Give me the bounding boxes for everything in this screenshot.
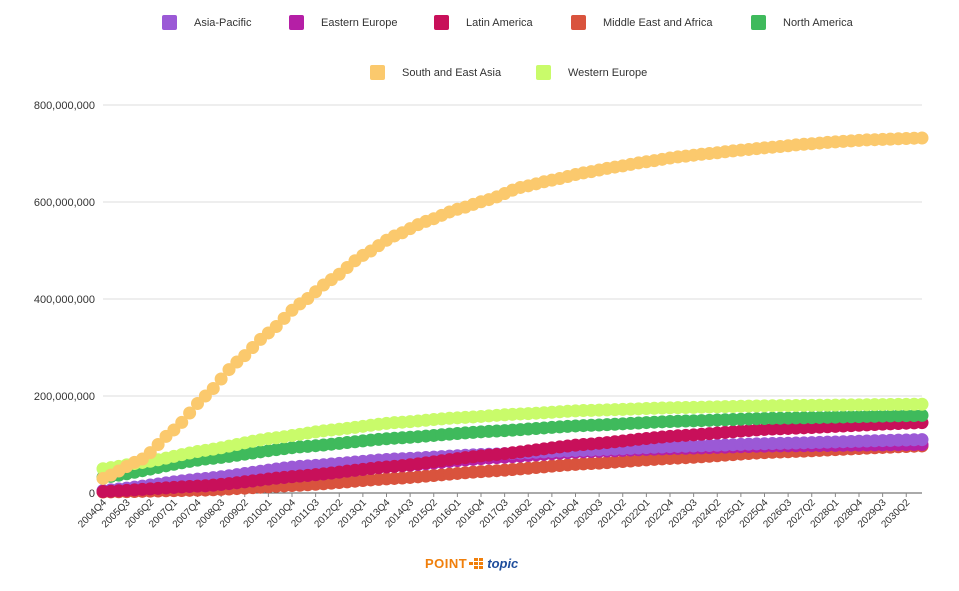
legend: Asia-Pacific Eastern Europe Latin America M… bbox=[162, 15, 854, 80]
logo-point-text: POINT bbox=[425, 556, 468, 571]
legend-swatch bbox=[370, 65, 385, 80]
data-point bbox=[269, 319, 283, 333]
data-point bbox=[915, 433, 929, 447]
legend-label: Latin America bbox=[466, 17, 534, 29]
data-point bbox=[277, 311, 291, 325]
legend-item: Asia-Pacific bbox=[162, 15, 252, 30]
legend-item: Latin America bbox=[434, 15, 534, 30]
y-tick-label: 800,000,000 bbox=[34, 100, 95, 112]
legend-label: South and East Asia bbox=[402, 67, 502, 79]
y-tick-label: 0 bbox=[89, 488, 95, 500]
data-point bbox=[915, 397, 929, 411]
legend-label: Western Europe bbox=[568, 67, 647, 79]
legend-swatch bbox=[536, 65, 551, 80]
series-south-and-east-asia bbox=[96, 131, 929, 485]
legend-label: North America bbox=[783, 17, 854, 29]
data-point bbox=[183, 406, 197, 420]
data-point bbox=[143, 446, 157, 460]
y-tick-label: 600,000,000 bbox=[34, 197, 95, 209]
y-axis: 0 200,000,000 400,000,000 600,000,000 800,00… bbox=[34, 100, 95, 500]
plot-area bbox=[96, 131, 929, 499]
legend-item: Middle East and Africa bbox=[571, 15, 713, 30]
x-axis: 2004Q42005Q32006Q22007Q12007Q42008Q32009… bbox=[76, 493, 913, 530]
legend-swatch bbox=[434, 15, 449, 30]
legend-swatch bbox=[162, 15, 177, 30]
series-latin-america bbox=[96, 416, 929, 499]
legend-item: North America bbox=[751, 15, 854, 30]
legend-label: Eastern Europe bbox=[321, 17, 397, 29]
logo-mark-icon bbox=[469, 558, 485, 569]
data-point bbox=[238, 349, 252, 363]
series-western-europe bbox=[96, 397, 929, 476]
legend-swatch bbox=[571, 15, 586, 30]
data-point bbox=[151, 438, 165, 451]
data-point bbox=[915, 131, 929, 145]
data-point bbox=[175, 415, 189, 429]
legend-swatch bbox=[289, 15, 304, 30]
series-north-america bbox=[96, 408, 929, 484]
gridlines bbox=[103, 104, 922, 494]
y-tick-label: 400,000,000 bbox=[34, 294, 95, 306]
data-point bbox=[246, 341, 260, 354]
legend-label: Middle East and Africa bbox=[603, 17, 713, 29]
logo-topic-text: topic bbox=[487, 556, 519, 571]
data-point bbox=[206, 381, 220, 395]
legend-item: South and East Asia bbox=[370, 65, 502, 80]
legend-item: Western Europe bbox=[536, 65, 647, 80]
point-topic-logo: POINT topic bbox=[425, 556, 518, 571]
legend-label: Asia-Pacific bbox=[194, 17, 252, 29]
legend-item: Eastern Europe bbox=[289, 15, 397, 30]
legend-swatch bbox=[751, 15, 766, 30]
y-tick-label: 200,000,000 bbox=[34, 391, 95, 403]
data-point bbox=[214, 372, 228, 386]
data-point bbox=[915, 408, 929, 422]
